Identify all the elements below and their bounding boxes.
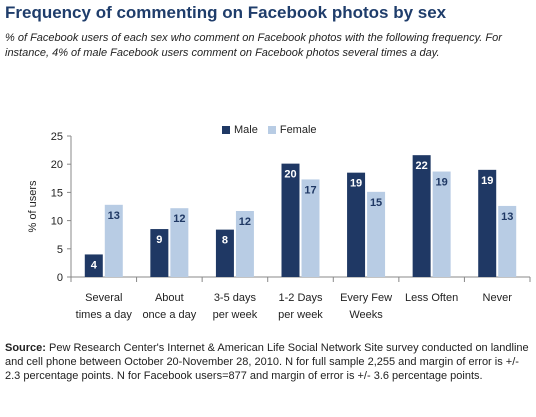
x-tick-label: 3-5 days	[214, 292, 257, 304]
bar-male	[281, 163, 300, 277]
y-tick-label: 10	[51, 216, 63, 228]
data-label-female: 15	[370, 197, 382, 209]
legend-label-female: Female	[279, 124, 317, 136]
legend-swatch-female	[267, 126, 276, 134]
bar-female	[367, 191, 386, 277]
data-label-female: 12	[239, 216, 251, 228]
data-label-male: 8	[222, 235, 228, 247]
bar-female	[235, 211, 254, 277]
x-tick-label: 1-2 Days	[278, 292, 323, 304]
y-tick-label: 5	[57, 244, 63, 256]
legend-item-female: Female	[267, 124, 317, 136]
x-tick-label: Weeks	[349, 309, 383, 321]
legend-item-male: Male	[222, 124, 258, 136]
data-label-male: 20	[284, 169, 296, 181]
x-tick-label: Every Few	[340, 292, 392, 304]
data-label-male: 4	[91, 259, 98, 271]
x-tick-label: times a day	[76, 309, 133, 321]
bar-female	[170, 208, 189, 277]
x-tick-label: per week	[278, 309, 323, 321]
source-text: Pew Research Center's Internet & America…	[5, 342, 529, 382]
legend-label-male: Male	[234, 124, 258, 136]
chart-title: Frequency of commenting on Facebook phot…	[5, 3, 447, 22]
bar-male	[347, 172, 366, 277]
chart-subtitle: % of Facebook users of each sex who comm…	[5, 32, 502, 59]
data-label-female: 17	[304, 184, 316, 196]
data-label-male: 19	[350, 178, 362, 190]
bar-male	[412, 155, 431, 277]
x-tick-label: once a day	[142, 309, 196, 321]
bar-chart: 0 5 10 15 20 25 % of users 4 13 Several times a da…	[27, 131, 531, 321]
bar-male	[150, 229, 169, 277]
x-tick-label: Less Often	[405, 292, 458, 304]
data-label-female: 13	[108, 210, 120, 222]
x-tick-label: About	[155, 292, 184, 304]
bar-female	[301, 179, 320, 277]
data-label-male: 22	[416, 160, 428, 172]
data-label-female: 12	[173, 213, 185, 225]
y-tick-label: 25	[51, 131, 63, 143]
bar-female	[432, 171, 451, 277]
data-label-female: 13	[501, 211, 513, 223]
source-label: Source:	[5, 342, 46, 354]
y-tick-label: 0	[57, 272, 63, 284]
data-label-male: 19	[481, 175, 493, 187]
y-tick-label: 20	[51, 159, 63, 171]
bar-male	[478, 169, 497, 277]
y-tick-label: 15	[51, 187, 63, 199]
x-tick-label: per week	[213, 309, 258, 321]
data-label-male: 9	[156, 234, 162, 246]
legend: Male Female	[222, 124, 323, 136]
x-tick-label: Several	[85, 292, 122, 304]
legend-swatch-male	[222, 126, 230, 134]
bar-female	[498, 205, 517, 277]
data-label-female: 19	[436, 177, 448, 189]
bar-male	[215, 229, 234, 277]
x-tick-label: Never	[483, 292, 513, 304]
bar-male	[84, 254, 103, 277]
y-axis-label: % of users	[27, 180, 39, 232]
bar-female	[104, 204, 123, 277]
source-note: Source: Pew Research Center's Internet &…	[5, 341, 533, 383]
